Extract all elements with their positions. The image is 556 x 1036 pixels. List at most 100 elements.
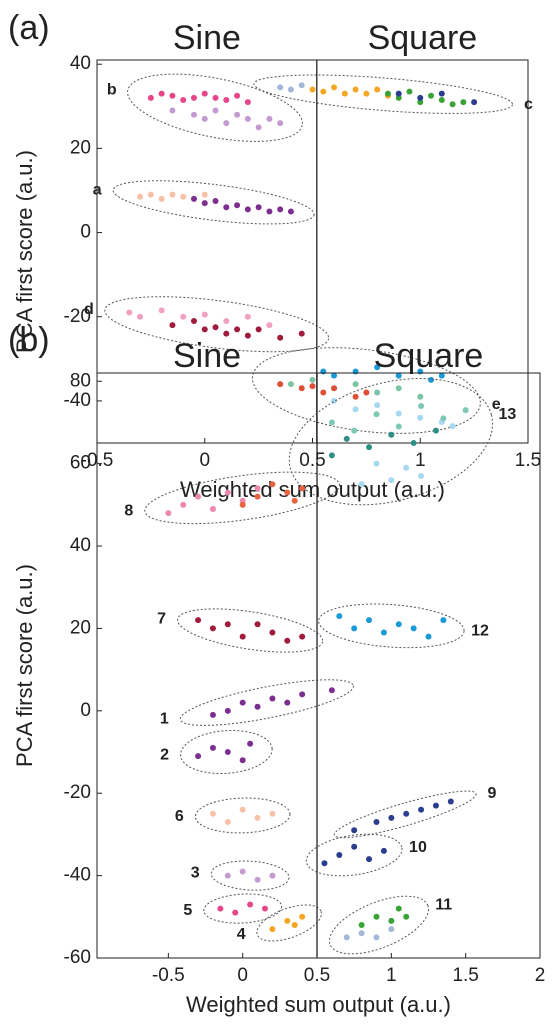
cluster-label: 11 (435, 897, 452, 914)
data-point (165, 510, 172, 517)
cluster-label: 12 (471, 622, 489, 639)
data-point (331, 385, 338, 392)
cluster-outline (144, 471, 340, 525)
data-point (239, 497, 246, 504)
data-point (438, 372, 445, 379)
data-point (158, 90, 165, 97)
data-point (418, 402, 425, 409)
data-point (418, 806, 425, 813)
data-point (223, 96, 230, 103)
data-point (395, 621, 402, 628)
data-point (388, 814, 395, 821)
data-point (247, 740, 254, 747)
x-tick-label: -0.5 (152, 965, 185, 986)
data-point (190, 111, 197, 118)
x-tick-label: 0 (237, 965, 248, 986)
data-point (351, 625, 358, 632)
data-point (440, 617, 447, 624)
cluster-label: 13 (499, 406, 517, 423)
cluster-label: 7 (157, 611, 166, 628)
data-point (471, 99, 478, 106)
data-point (309, 383, 316, 390)
data-point (223, 330, 230, 337)
cluster-label: 3 (191, 865, 200, 882)
data-point (320, 88, 327, 95)
data-point (432, 427, 439, 434)
data-point (410, 625, 417, 632)
data-point (298, 82, 305, 89)
data-point (343, 435, 350, 442)
x-axis-label: Weighted sum output (a.u.) (180, 477, 445, 502)
data-point (244, 99, 251, 106)
data-point (449, 101, 456, 108)
data-point (388, 926, 395, 933)
plot-frame (96, 59, 529, 444)
data-point (438, 96, 445, 103)
data-point (239, 633, 246, 640)
data-point (428, 92, 435, 99)
x-tick-label: 2 (535, 965, 546, 986)
cluster-label: c (524, 96, 533, 113)
cluster-outline (318, 603, 465, 649)
x-axis-label: Weighted sum output (a.u.) (186, 992, 451, 1017)
data-point (234, 111, 241, 118)
data-point (195, 617, 202, 624)
data-point (351, 827, 358, 834)
data-point (169, 107, 176, 114)
cluster-label: 6 (175, 808, 184, 825)
data-point (358, 481, 365, 488)
data-point (287, 208, 294, 215)
data-point (269, 481, 276, 488)
data-point (201, 191, 208, 198)
cluster-outline (104, 296, 330, 353)
data-point (201, 326, 208, 333)
data-point (180, 501, 187, 508)
data-point (380, 629, 387, 636)
cluster-outline (305, 833, 403, 877)
data-point (291, 922, 298, 929)
x-tick-label: 1.5 (452, 965, 478, 986)
data-point (137, 313, 144, 320)
y-tick-label: -20 (64, 782, 91, 803)
data-point (180, 96, 187, 103)
data-point (277, 381, 284, 388)
data-point (351, 427, 358, 434)
data-point (380, 847, 387, 854)
data-point (201, 200, 208, 207)
y-tick-label: 0 (80, 700, 91, 721)
cluster-label: d (84, 301, 94, 318)
data-point (287, 86, 294, 93)
data-point (169, 322, 176, 329)
data-point (254, 876, 261, 883)
data-point (320, 368, 327, 375)
data-point (254, 621, 261, 628)
data-point (363, 90, 370, 97)
data-point (309, 376, 316, 383)
cluster-label: 5 (183, 902, 192, 919)
data-point (373, 913, 380, 920)
cluster-outline (328, 895, 429, 955)
data-point (239, 699, 246, 706)
data-point (255, 204, 262, 211)
y-axis-label: PCA first score (a.u.) (12, 564, 37, 767)
cluster-outline (180, 729, 273, 775)
data-point (212, 197, 219, 204)
data-point (395, 90, 402, 97)
data-point (358, 922, 365, 929)
data-point (462, 407, 469, 414)
data-point (244, 313, 251, 320)
data-point (234, 326, 241, 333)
x-tick-label: 1 (415, 450, 426, 471)
data-point (239, 868, 246, 875)
data-point (234, 202, 241, 209)
data-point (395, 372, 402, 379)
data-point (366, 617, 373, 624)
data-point (224, 489, 231, 496)
data-point (298, 385, 305, 392)
data-point (336, 613, 343, 620)
cluster-label: e (492, 396, 501, 413)
data-point (299, 913, 306, 920)
data-point (244, 332, 251, 339)
data-point (403, 810, 410, 817)
data-point (277, 334, 284, 341)
